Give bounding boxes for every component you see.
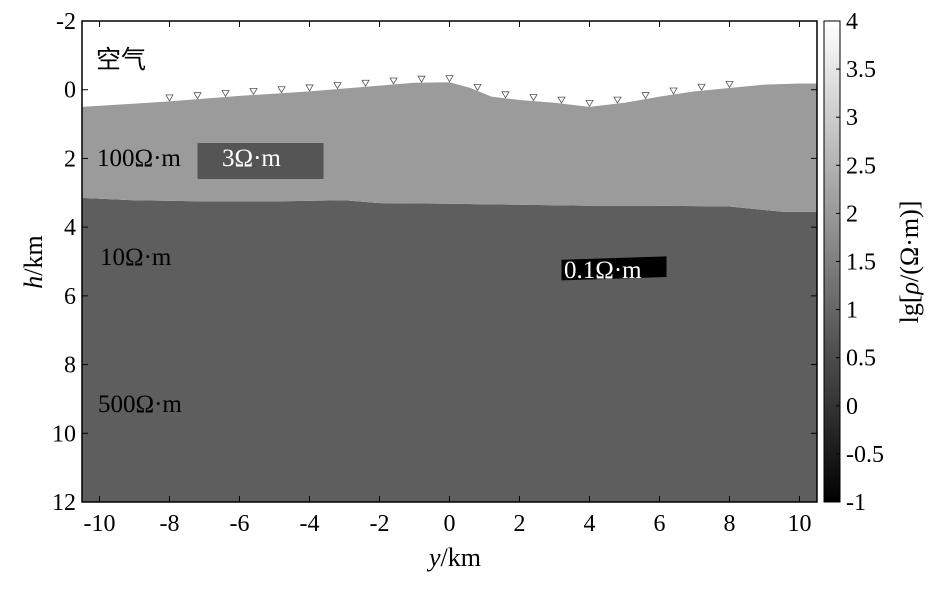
station-marker-4 — [277, 86, 286, 94]
colorbar-tick-label: 0 — [846, 394, 858, 420]
x-tick-label: 2 — [514, 511, 526, 537]
colorbar-tick-label: 2.5 — [846, 153, 876, 179]
x-axis: -10 -8 -6 -4 -2 0 2 4 6 8 10 — [84, 21, 812, 537]
colorbar-tick-label: -0.5 — [846, 442, 884, 468]
y-axis-label: h/km — [19, 235, 48, 288]
y-tick-label: 12 — [52, 490, 76, 516]
layer-10-region — [82, 197, 817, 502]
colorbar-tick-label: 3.5 — [846, 57, 876, 83]
station-marker-11 — [473, 83, 482, 92]
region-labels: 空气 100Ω·m 3Ω·m 10Ω·m 0.1Ω·m 500Ω·m — [96, 46, 642, 418]
colorbar: -1 -0.5 0 0.5 1 1.5 2 2.5 3 3.5 4 lg[ρ/(Ω·m)] — [823, 9, 924, 516]
label-anomaly-01: 0.1Ω·m — [564, 257, 642, 284]
colorbar-label: lg[ρ/(Ω·m)] — [895, 201, 924, 324]
y-axis: -2 0 2 4 6 8 10 12 — [52, 9, 817, 516]
station-marker-16 — [613, 96, 622, 104]
anomaly-01-block — [561, 256, 667, 281]
colorbar-tick-label: 1.5 — [846, 250, 876, 276]
label-layer-100: 100Ω·m — [97, 145, 181, 172]
y-tick-label: 6 — [64, 284, 76, 310]
colorbar-tick-label: 4 — [846, 9, 858, 35]
colorbar-tick-label: 3 — [846, 105, 858, 131]
station-marker-6 — [333, 82, 342, 90]
y-tick-label: 0 — [64, 78, 76, 104]
y-tick-label: 2 — [64, 146, 76, 172]
station-marker-0 — [165, 94, 174, 102]
x-axis-label: y/km — [426, 543, 481, 572]
y-tick-label: 4 — [64, 215, 76, 241]
station-marker-2 — [221, 90, 230, 98]
station-marker-1 — [193, 92, 202, 100]
x-tick-label: -10 — [84, 511, 116, 537]
station-marker-9 — [417, 75, 426, 83]
station-marker-12 — [501, 91, 510, 99]
station-markers — [165, 75, 734, 108]
station-marker-15 — [585, 99, 594, 108]
x-tick-label: -8 — [160, 511, 180, 537]
station-marker-10 — [445, 75, 454, 83]
station-marker-20 — [725, 81, 734, 89]
colorbar-label-prefix: lg[ — [895, 295, 924, 324]
station-marker-18 — [669, 87, 678, 95]
station-marker-5 — [305, 84, 314, 92]
colorbar-tick-label: -1 — [846, 490, 866, 516]
y-tick-label: 8 — [64, 353, 76, 379]
label-layer-10: 10Ω·m — [100, 244, 172, 271]
x-tick-label: 10 — [788, 511, 812, 537]
x-tick-label: 8 — [724, 511, 736, 537]
label-layer-500: 500Ω·m — [98, 391, 182, 418]
colorbar-label-rho: ρ — [895, 282, 924, 295]
colorbar-label-suffix: /(Ω·m)] — [895, 201, 924, 282]
colorbar-tick-label: 2 — [846, 201, 858, 227]
label-air: 空气 — [96, 46, 146, 74]
x-tick-label: -4 — [300, 511, 320, 537]
station-marker-19 — [697, 83, 706, 92]
x-axis-label-var: y — [426, 543, 441, 572]
station-marker-3 — [249, 88, 258, 96]
x-tick-label: -6 — [230, 511, 250, 537]
x-tick-label: -2 — [370, 511, 390, 537]
colorbar-tick-label: 0.5 — [846, 346, 876, 372]
y-axis-label-unit: /km — [19, 235, 48, 275]
station-marker-8 — [389, 77, 398, 85]
station-marker-14 — [557, 96, 566, 104]
label-anomaly-3: 3Ω·m — [222, 145, 281, 172]
x-tick-label: 6 — [654, 511, 666, 537]
layer-100-region — [82, 82, 817, 212]
station-marker-13 — [529, 94, 538, 102]
x-axis-label-unit: /km — [441, 543, 481, 572]
y-tick-label: -2 — [56, 9, 76, 35]
x-tick-label: 0 — [444, 511, 456, 537]
colorbar-ticks: -1 -0.5 0 0.5 1 1.5 2 2.5 3 3.5 4 — [836, 9, 884, 516]
y-tick-label: 10 — [52, 421, 76, 447]
x-tick-label: 4 — [584, 511, 596, 537]
colorbar-tick-label: 1 — [846, 298, 858, 324]
station-marker-7 — [361, 79, 370, 88]
plot-area — [82, 21, 817, 502]
anomaly-3-block — [197, 142, 324, 180]
y-axis-label-var: h — [19, 276, 48, 289]
station-marker-17 — [641, 92, 650, 100]
